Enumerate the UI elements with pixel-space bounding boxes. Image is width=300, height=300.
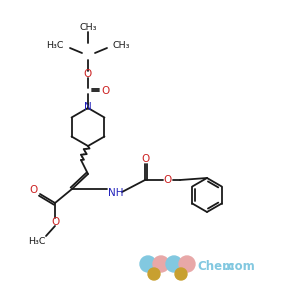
Text: CH₃: CH₃	[79, 22, 97, 32]
Text: H₃C: H₃C	[28, 238, 46, 247]
Text: O: O	[141, 154, 149, 164]
Text: O: O	[51, 217, 59, 227]
Text: O: O	[84, 69, 92, 79]
Text: Chem: Chem	[197, 260, 234, 272]
Text: NH: NH	[108, 188, 124, 198]
Text: N: N	[84, 102, 92, 112]
Text: O: O	[164, 175, 172, 185]
Circle shape	[153, 256, 169, 272]
Circle shape	[166, 256, 182, 272]
Text: O: O	[102, 86, 110, 96]
Text: CH₃: CH₃	[112, 41, 130, 50]
Circle shape	[179, 256, 195, 272]
Text: H₃C: H₃C	[46, 41, 64, 50]
Circle shape	[140, 256, 156, 272]
Text: .com: .com	[224, 260, 256, 272]
Circle shape	[148, 268, 160, 280]
Text: O: O	[29, 185, 37, 195]
Circle shape	[175, 268, 187, 280]
